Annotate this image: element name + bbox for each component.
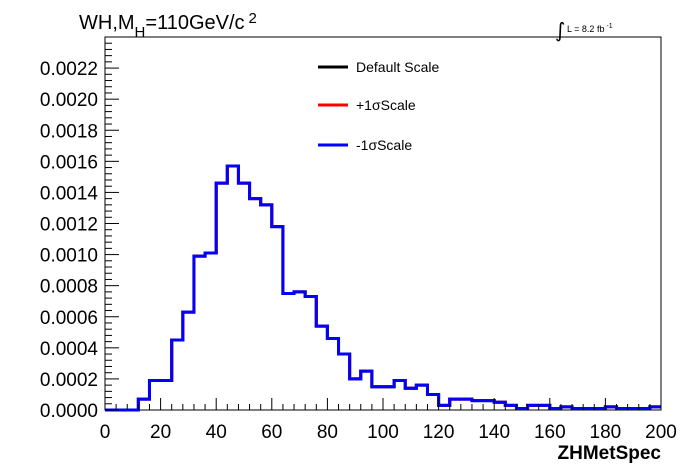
- y-tick-label: 0.0006: [40, 308, 98, 329]
- legend-label: -1σScale: [356, 137, 412, 153]
- x-tick-label: 60: [261, 422, 282, 443]
- luminosity-text: L = 8.2 fb -1: [567, 23, 613, 34]
- x-tick-label: 80: [317, 422, 338, 443]
- legend-label: Default Scale: [356, 59, 439, 75]
- x-tick-label: 120: [423, 422, 455, 443]
- chart-title-rest: =110GeV/c: [145, 12, 244, 34]
- histogram-series-2: [105, 164, 661, 412]
- legend-label: +1σScale: [356, 97, 416, 113]
- x-tick-label: 200: [645, 422, 677, 443]
- y-tick-label: 0.0020: [40, 90, 98, 111]
- x-tick-label: 100: [367, 422, 399, 443]
- chart-title-superscript: 2: [249, 10, 257, 27]
- histogram-series-1: [105, 164, 661, 412]
- y-tick-label: 0.0004: [40, 339, 99, 360]
- series-layer: [105, 164, 661, 412]
- x-tick-label: 160: [534, 422, 566, 443]
- integral-sign: ∫: [555, 18, 565, 42]
- x-tick-label: 140: [478, 422, 510, 443]
- plot-frame: [104, 36, 662, 411]
- y-tick-label: 0.0008: [40, 277, 98, 298]
- y-tick-label: 0.0002: [40, 370, 98, 391]
- y-tick-label: 0.0022: [40, 59, 98, 80]
- x-tick-label: 0: [100, 422, 111, 443]
- y-tick-label: 0.0016: [40, 152, 98, 173]
- y-tick-label: 0.0000: [40, 401, 98, 422]
- chart-title-subscript: H: [135, 24, 146, 41]
- y-tick-label: 0.0010: [40, 246, 98, 267]
- x-axis: 0 20 40 60 80 100 120 140 160 180 200: [100, 398, 677, 443]
- y-tick-label: 0.0018: [40, 121, 98, 142]
- x-tick-label: 180: [590, 422, 622, 443]
- luminosity-label: ∫ L = 8.2 fb -1: [555, 18, 613, 42]
- x-axis-label: ZHMetSpec: [558, 443, 662, 464]
- x-tick-label: 40: [206, 422, 227, 443]
- histogram-series-3: [105, 164, 661, 412]
- x-tick-label: 20: [150, 422, 171, 443]
- y-tick-label: 0.0012: [40, 215, 98, 236]
- chart-title: WH,MH=110GeV/c 2: [79, 10, 257, 41]
- chart-title-main: WH,M: [79, 12, 135, 34]
- y-tick-label: 0.0014: [40, 183, 99, 204]
- legend: Default Scale +1σScale -1σScale: [318, 59, 439, 153]
- y-axis: 0.0000 0.0002 0.0004 0.0006 0.0008 0.0010 0.00…: [40, 36, 119, 422]
